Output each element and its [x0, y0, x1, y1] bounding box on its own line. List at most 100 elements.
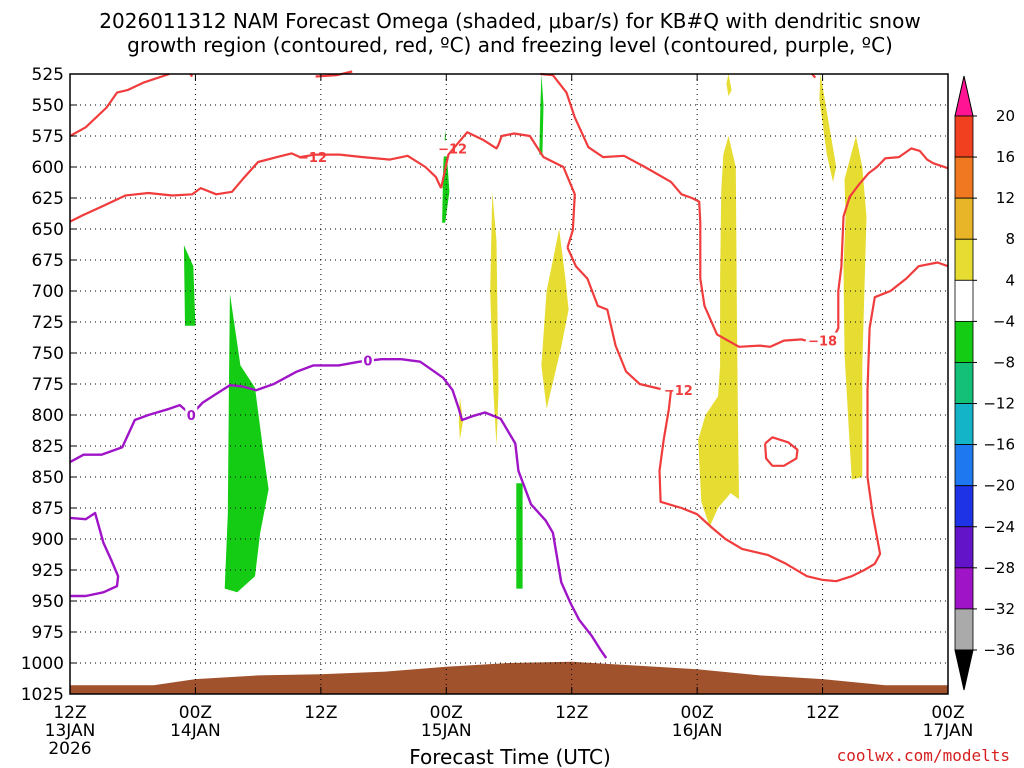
chart-title-line2: growth region (contoured, red, ºC) and f…	[127, 33, 893, 57]
y-tick-label: 900	[32, 530, 64, 550]
y-tick-label: 625	[32, 189, 64, 209]
x-tick-label: 00Z	[931, 703, 964, 723]
colorbar-segment	[954, 362, 974, 404]
freezing-label-bg	[185, 407, 198, 423]
x-tick-date-label: 13JAN	[45, 721, 96, 741]
omega-area-2	[442, 129, 450, 223]
y-tick-label: 1025	[21, 685, 64, 705]
dgz-contour-7	[832, 291, 840, 339]
dgz-contour-2	[315, 70, 353, 78]
dgz-contour-5	[540, 72, 807, 348]
colorbar-label: −12	[983, 395, 1015, 413]
colorbar-segment	[954, 197, 974, 240]
colorbar-segment	[954, 320, 974, 363]
x-tick-label: 12Z	[53, 703, 86, 723]
x-tick-year-label: 2026	[48, 739, 91, 759]
colorbar-segment	[954, 403, 974, 446]
dgz-contour-label: −12	[298, 151, 327, 166]
x-tick-label: 00Z	[179, 703, 212, 723]
x-tick-label: 12Z	[555, 703, 588, 723]
omega-area-6	[490, 191, 499, 446]
colorbar-label: −32	[983, 600, 1015, 618]
y-tick-label: 950	[32, 592, 64, 612]
freezing-contour-1	[69, 511, 120, 598]
colorbar-label: −4	[993, 312, 1015, 330]
colorbar-segment	[954, 608, 974, 651]
x-tick-label: 00Z	[430, 703, 463, 723]
colorbar-label: 4	[1005, 271, 1015, 289]
y-tick-label: 800	[32, 406, 64, 426]
y-tick-label: 550	[32, 96, 64, 116]
freezing-contour-label: 0	[187, 409, 196, 424]
colorbar-label: −16	[983, 436, 1015, 454]
colorbar-label: −28	[983, 559, 1015, 577]
dgz-contour-10	[837, 147, 949, 292]
dgz-label-bg	[807, 332, 838, 349]
colorbar-label: −20	[983, 477, 1015, 495]
chart-title-line1: 2026011312 NAM Forecast Omega (shaded, μ…	[99, 9, 920, 33]
y-tick-label: 775	[32, 375, 64, 395]
y-tick-label: 975	[32, 623, 64, 643]
colorbar-label: 20	[996, 107, 1015, 125]
freezing-label-bg	[361, 352, 374, 369]
y-tick-label: 575	[32, 127, 64, 147]
colorbar-segment	[954, 238, 974, 281]
colorbar-segment	[954, 156, 974, 199]
x-tick-date-label: 17JAN	[923, 721, 974, 741]
colorbar-label: −24	[983, 518, 1015, 536]
dgz-contour-3	[69, 152, 443, 223]
colorbar-top-cap	[954, 75, 974, 117]
colorbar: 20 16 12 8 4 −4 −8 −12 −16 −20 −24 −28 −32 −36	[954, 75, 1015, 691]
x-tick-date-label: 15JAN	[421, 721, 472, 741]
x-tick-label: 12Z	[304, 703, 337, 723]
omega-area-4	[539, 74, 544, 155]
x-axis-label: Forecast Time (UTC)	[409, 745, 611, 768]
y-tick-label: 525	[32, 65, 64, 85]
omega-area-0	[183, 245, 196, 326]
dgz-contour-6	[566, 247, 661, 391]
x-tick-date-label: 14JAN	[170, 721, 221, 741]
colorbar-label: 8	[1005, 230, 1015, 248]
y-tick-label: 875	[32, 499, 64, 519]
colorbar-segment	[954, 567, 974, 610]
y-tick-label: 700	[32, 282, 64, 302]
plot-frame	[69, 73, 949, 695]
y-tick-label: 650	[32, 220, 64, 240]
colorbar-bottom-cap	[954, 649, 974, 691]
colorbar-segment	[954, 279, 974, 322]
x-tick-date-label: 16JAN	[672, 721, 723, 741]
colorbar-segment	[954, 444, 974, 487]
y-tick-label: 825	[32, 437, 64, 457]
colorbar-segment	[954, 485, 974, 528]
freezing-contour-label: 0	[363, 354, 372, 369]
dgz-contour-9	[658, 261, 949, 583]
freezing-contour-0	[69, 358, 608, 659]
y-tick-label: 725	[32, 313, 64, 333]
y-tick-label: 600	[32, 158, 64, 178]
y-tick-label: 925	[32, 561, 64, 581]
omega-area-9	[698, 136, 739, 527]
colorbar-label: 16	[996, 148, 1015, 166]
axes: 525 550 575 600 625 650 675 700 725 750 775 800 825 8…	[21, 65, 974, 759]
omega-area-7	[541, 229, 569, 409]
y-tick-label: 675	[32, 251, 64, 271]
y-tick-label: 750	[32, 344, 64, 364]
terrain-area	[70, 661, 948, 694]
omega-area-11	[843, 136, 867, 480]
colorbar-label: −36	[983, 641, 1015, 659]
y-tick-label: 850	[32, 468, 64, 488]
omega-area-10	[819, 74, 837, 182]
x-tick-label: 00Z	[681, 703, 714, 723]
x-tick-label: 12Z	[806, 703, 839, 723]
colorbar-segment	[954, 115, 974, 158]
colorbar-label: 12	[996, 189, 1015, 207]
dgz-label-bg	[297, 149, 328, 166]
dgz-contour-0	[69, 72, 170, 137]
dgz-contour-label: −18	[808, 335, 837, 350]
colorbar-label: −8	[993, 353, 1015, 371]
credit-text: coolwx.com/modelts	[837, 746, 1010, 765]
dgz-contour-4	[440, 131, 576, 248]
omega-area-3	[516, 483, 523, 589]
